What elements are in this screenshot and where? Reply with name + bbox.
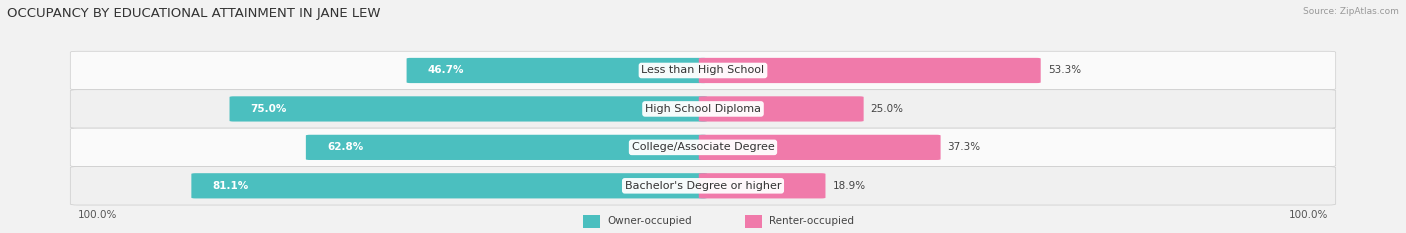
Text: High School Diploma: High School Diploma xyxy=(645,104,761,114)
Text: 81.1%: 81.1% xyxy=(212,181,249,191)
Text: 18.9%: 18.9% xyxy=(832,181,866,191)
FancyBboxPatch shape xyxy=(70,90,1336,128)
FancyBboxPatch shape xyxy=(229,96,707,122)
FancyBboxPatch shape xyxy=(745,215,762,228)
FancyBboxPatch shape xyxy=(70,167,1336,205)
FancyBboxPatch shape xyxy=(583,215,600,228)
Text: OCCUPANCY BY EDUCATIONAL ATTAINMENT IN JANE LEW: OCCUPANCY BY EDUCATIONAL ATTAINMENT IN J… xyxy=(7,7,381,20)
Text: 75.0%: 75.0% xyxy=(250,104,287,114)
Text: College/Associate Degree: College/Associate Degree xyxy=(631,142,775,152)
FancyBboxPatch shape xyxy=(406,58,707,83)
FancyBboxPatch shape xyxy=(699,135,941,160)
Text: 37.3%: 37.3% xyxy=(948,142,981,152)
Text: Source: ZipAtlas.com: Source: ZipAtlas.com xyxy=(1303,7,1399,16)
FancyBboxPatch shape xyxy=(70,51,1336,90)
Text: Owner-occupied: Owner-occupied xyxy=(607,216,692,226)
FancyBboxPatch shape xyxy=(699,58,1040,83)
Text: 46.7%: 46.7% xyxy=(427,65,464,75)
Text: 100.0%: 100.0% xyxy=(1289,210,1329,220)
Text: 25.0%: 25.0% xyxy=(870,104,904,114)
Text: 100.0%: 100.0% xyxy=(77,210,117,220)
FancyBboxPatch shape xyxy=(699,173,825,199)
Text: Less than High School: Less than High School xyxy=(641,65,765,75)
Text: 53.3%: 53.3% xyxy=(1047,65,1081,75)
FancyBboxPatch shape xyxy=(191,173,707,199)
FancyBboxPatch shape xyxy=(307,135,707,160)
Text: Renter-occupied: Renter-occupied xyxy=(769,216,853,226)
FancyBboxPatch shape xyxy=(699,96,863,122)
Text: 62.8%: 62.8% xyxy=(328,142,363,152)
Text: Bachelor's Degree or higher: Bachelor's Degree or higher xyxy=(624,181,782,191)
FancyBboxPatch shape xyxy=(70,128,1336,167)
